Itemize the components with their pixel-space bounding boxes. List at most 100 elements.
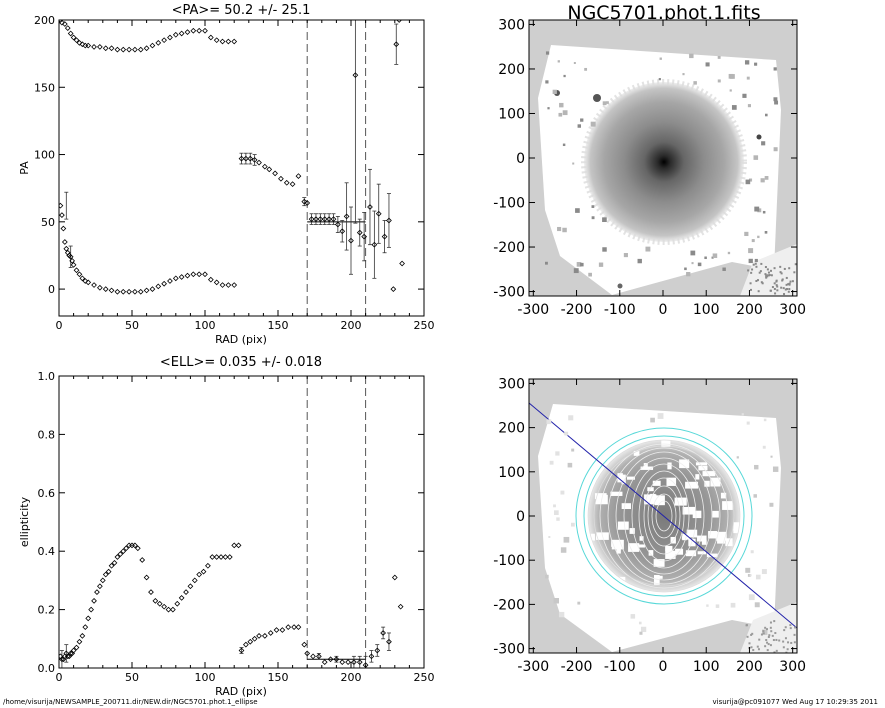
data-point xyxy=(283,179,290,186)
data-point xyxy=(129,542,135,549)
noise-pixel xyxy=(773,147,778,152)
x-tick-label: 250 xyxy=(414,319,435,332)
data-point xyxy=(143,574,150,581)
y-tick-label: 0 xyxy=(516,151,525,167)
data-point xyxy=(70,34,77,41)
data-point xyxy=(345,659,351,666)
noise-pixel xyxy=(553,510,559,516)
mask-block xyxy=(621,474,626,485)
data-point xyxy=(327,656,334,663)
noise-pixel xyxy=(787,283,790,286)
noise-pixel xyxy=(769,502,774,507)
isophote-ellipse xyxy=(593,445,735,587)
data-point xyxy=(225,282,232,288)
noise-pixel xyxy=(745,179,751,185)
image-noise-pixels xyxy=(545,51,797,296)
noise-pixel xyxy=(771,286,774,289)
noise-pixel xyxy=(764,266,767,269)
data-point xyxy=(397,603,404,610)
isophote-ellipse xyxy=(587,439,741,593)
data-point xyxy=(114,288,121,295)
data-point xyxy=(137,288,144,295)
data-point xyxy=(304,200,311,206)
noise-pixel xyxy=(706,604,709,607)
noise-pixel xyxy=(686,272,691,277)
data-point xyxy=(219,38,226,45)
noise-pixel xyxy=(759,270,762,273)
noise-pixel xyxy=(548,535,551,538)
noise-pixel xyxy=(553,597,559,604)
data-point xyxy=(278,175,284,182)
pa-axes: 0 50 100 150 200 250 0 50 100 150 200 xyxy=(34,14,435,332)
noise-pixel xyxy=(762,445,766,449)
data-point xyxy=(79,633,86,639)
data-point xyxy=(143,287,150,294)
noise-pixel xyxy=(602,101,607,106)
noise-pixel xyxy=(769,644,772,647)
noise-pixel xyxy=(606,101,609,104)
data-point xyxy=(202,271,208,278)
mask-block xyxy=(685,481,699,489)
noise-pixel xyxy=(762,210,766,214)
noise-pixel xyxy=(773,267,776,270)
data-point xyxy=(155,40,162,46)
noise-pixel xyxy=(591,216,595,220)
noise-pixel xyxy=(747,269,750,272)
noise-pixel xyxy=(755,574,761,580)
data-point xyxy=(272,170,278,177)
data-point xyxy=(361,233,368,240)
y-tick-label: -200 xyxy=(493,240,525,256)
noise-pixel xyxy=(602,217,607,223)
mask-block xyxy=(697,535,707,542)
data-point xyxy=(396,20,403,23)
noise-pixel xyxy=(591,205,595,208)
mask-block xyxy=(695,474,700,480)
mask-block xyxy=(621,503,631,510)
noise-pixel xyxy=(781,279,784,282)
mask-block xyxy=(717,539,725,544)
mask-block xyxy=(702,471,716,477)
mask-block xyxy=(611,539,624,550)
noise-pixel xyxy=(691,262,694,265)
mask-block xyxy=(706,553,718,558)
data-point xyxy=(213,554,220,560)
noise-pixel xyxy=(769,626,772,629)
data-point xyxy=(120,548,127,555)
noise-pixel xyxy=(764,645,767,648)
data-point xyxy=(390,286,397,292)
noise-pixel xyxy=(764,273,767,276)
mask-block xyxy=(653,559,665,567)
noise-pixel xyxy=(769,269,772,272)
data-point xyxy=(356,229,363,236)
mask-block xyxy=(616,548,621,554)
data-point xyxy=(59,20,65,26)
noise-pixel xyxy=(577,601,581,605)
noise-pixel xyxy=(783,293,786,296)
mask-block xyxy=(617,521,629,530)
data-point xyxy=(152,597,159,604)
ell-title: <ELL>= 0.035 +/- 0.018 xyxy=(160,355,322,370)
isophote-ellipse xyxy=(599,443,729,589)
data-point xyxy=(114,554,121,560)
noise-pixel xyxy=(549,460,554,465)
ell-plot-area xyxy=(59,376,404,668)
data-point xyxy=(67,30,74,37)
data-point xyxy=(308,216,315,222)
mask-block xyxy=(639,536,644,541)
mask-block xyxy=(610,491,623,496)
footer-user-date: visurija@pc091077 Wed Aug 17 10:29:35 20… xyxy=(712,698,878,706)
isophote-ellipses xyxy=(587,439,741,593)
data-point xyxy=(120,288,127,295)
y-tick-label: -100 xyxy=(493,553,525,569)
data-point xyxy=(209,554,216,560)
data-point xyxy=(165,606,172,613)
noise-pixel xyxy=(761,282,764,285)
data-point xyxy=(99,577,106,584)
data-point xyxy=(291,624,297,630)
mask-block xyxy=(715,531,727,541)
x-tick-label: -200 xyxy=(561,302,593,318)
noise-pixel xyxy=(637,258,642,264)
mask-block xyxy=(701,539,707,545)
noise-pixel xyxy=(776,285,779,288)
noise-pixel xyxy=(557,60,560,63)
